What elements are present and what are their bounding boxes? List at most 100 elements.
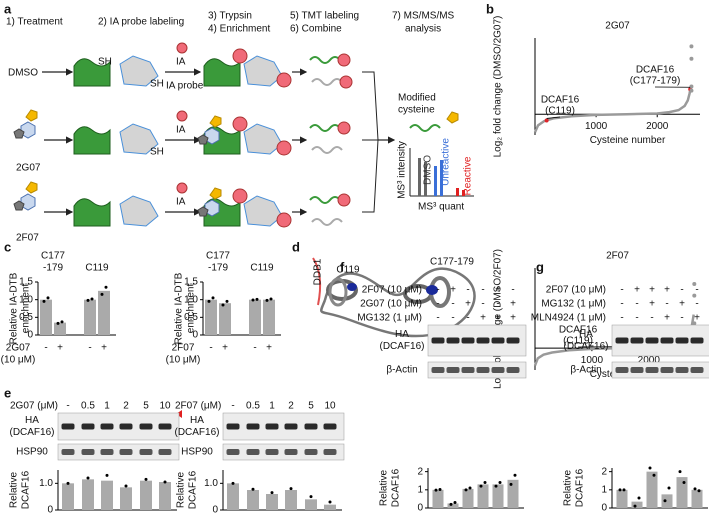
replicate-dot bbox=[509, 482, 513, 486]
ia-probe bbox=[232, 116, 248, 132]
step-label: 2) IA probe labeling bbox=[98, 17, 184, 28]
ia-probe bbox=[176, 42, 188, 54]
band bbox=[675, 337, 689, 344]
group-label: C177 bbox=[41, 251, 65, 262]
ia-probe bbox=[339, 75, 353, 89]
band bbox=[461, 337, 475, 344]
highlight-point bbox=[689, 56, 694, 61]
treatment-label: (10 μM) bbox=[166, 355, 201, 366]
category-label: - bbox=[88, 343, 91, 354]
condition-mark: + bbox=[679, 299, 685, 310]
ia-probe bbox=[276, 72, 292, 88]
cysteine-site bbox=[347, 283, 357, 291]
replicate-dot bbox=[648, 466, 652, 470]
band bbox=[158, 423, 172, 430]
condition-label: 2G07 bbox=[16, 163, 41, 174]
y-tick-label: 1 bbox=[417, 484, 423, 495]
replicate-dot bbox=[100, 292, 104, 296]
bar bbox=[661, 494, 673, 508]
band bbox=[506, 367, 520, 373]
band bbox=[246, 449, 260, 455]
band bbox=[675, 367, 689, 373]
cysteine-site bbox=[426, 285, 438, 295]
ia-probe bbox=[276, 140, 292, 156]
compound bbox=[204, 199, 220, 217]
bar bbox=[40, 299, 52, 335]
y-axis-label: Relative IA-DTB bbox=[9, 272, 20, 344]
condition-mark: - bbox=[466, 313, 469, 324]
y-tick-label: 1.0 bbox=[184, 294, 198, 305]
replicate-dot bbox=[693, 487, 697, 491]
bar bbox=[616, 489, 628, 508]
band bbox=[323, 449, 337, 455]
blot-label: (DCAF16) bbox=[174, 427, 219, 438]
compound bbox=[13, 200, 25, 211]
group-label: -179 bbox=[43, 263, 63, 274]
backbone bbox=[320, 267, 476, 338]
group-label: C177 bbox=[206, 251, 230, 262]
band bbox=[446, 367, 460, 373]
ia-probe bbox=[337, 53, 351, 67]
replicate-dot bbox=[60, 320, 64, 324]
category-label: - bbox=[66, 401, 69, 412]
band bbox=[431, 337, 445, 344]
annotation: DCAF16 bbox=[636, 65, 675, 76]
structure-label: DDB1 bbox=[313, 258, 324, 285]
panel-label: d bbox=[292, 239, 300, 254]
y-axis-label: Relative bbox=[563, 470, 574, 507]
band bbox=[158, 449, 172, 455]
replicate-dot bbox=[66, 481, 70, 485]
y-tick-label: 1.5 bbox=[19, 277, 33, 288]
replicate-dot bbox=[251, 487, 255, 491]
bar bbox=[432, 489, 444, 508]
condition-mark: - bbox=[695, 299, 698, 310]
peptide bbox=[311, 146, 343, 154]
panel-label: b bbox=[486, 1, 494, 16]
replicate-dot bbox=[265, 298, 269, 302]
blot bbox=[57, 443, 180, 461]
replicate-dot bbox=[513, 473, 517, 477]
band bbox=[323, 423, 337, 430]
compound bbox=[197, 134, 209, 145]
band bbox=[476, 337, 490, 344]
band bbox=[81, 449, 95, 455]
bar bbox=[263, 299, 275, 335]
highlight-point bbox=[544, 118, 549, 123]
condition-mark: + bbox=[510, 313, 516, 324]
ms-quant-label: MS³ quant bbox=[418, 202, 464, 213]
condition-label: 2G07 (10 μM) bbox=[360, 299, 422, 310]
peptide bbox=[309, 124, 341, 132]
replicate-dot bbox=[434, 488, 438, 492]
category-label: 5 bbox=[308, 401, 314, 412]
condition-mark: - bbox=[650, 313, 653, 324]
bar bbox=[447, 503, 459, 508]
band bbox=[690, 337, 704, 344]
condition-label: 2F07 (10 μM) bbox=[362, 285, 422, 296]
compound bbox=[204, 127, 220, 145]
band bbox=[615, 337, 629, 344]
annotation: (C119) bbox=[545, 106, 575, 117]
replicate-dot bbox=[453, 501, 457, 505]
replicate-dot bbox=[105, 473, 109, 477]
replicate-dot bbox=[255, 297, 259, 301]
condition-mark: - bbox=[620, 285, 623, 296]
replicate-dot bbox=[309, 495, 313, 499]
y-tick-label: 0 bbox=[601, 503, 607, 514]
replicate-dot bbox=[479, 484, 483, 488]
compound bbox=[25, 109, 38, 122]
bar bbox=[219, 303, 231, 335]
condition-mark: - bbox=[511, 285, 514, 296]
blot-label: HSP90 bbox=[16, 447, 48, 458]
bar bbox=[62, 483, 74, 510]
y-axis-label: Relative bbox=[9, 472, 20, 509]
category-label: 0.5 bbox=[81, 401, 95, 412]
panel-label: f bbox=[340, 259, 345, 274]
ms-legend: Reactive bbox=[463, 156, 474, 195]
step-label: 6) Combine bbox=[290, 24, 342, 35]
compound bbox=[25, 181, 38, 194]
category-label: + bbox=[222, 343, 228, 354]
probe-label: IA probe bbox=[166, 81, 204, 92]
highlight-point bbox=[689, 84, 694, 89]
blot-label: β-Actin bbox=[386, 365, 417, 376]
